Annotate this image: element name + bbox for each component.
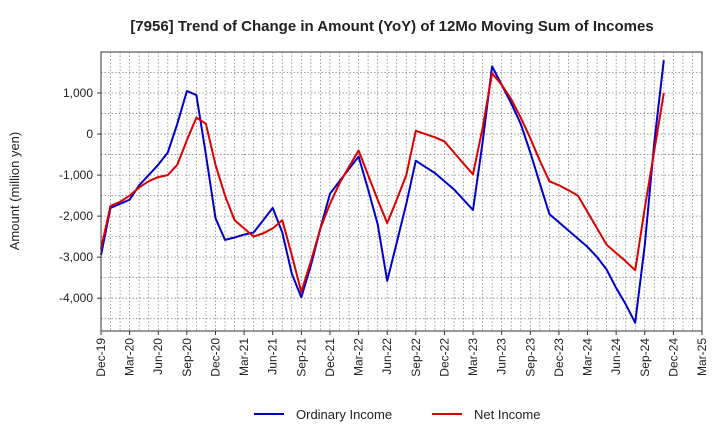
chart-title: [7956] Trend of Change in Amount (YoY) o…: [130, 18, 653, 35]
x-tick-label: Sep-24: [638, 338, 652, 377]
plot-border: [100, 51, 703, 332]
x-tick-label: Sep-20: [180, 338, 194, 377]
x-axis-ticks: Dec-19 Mar-20 Jun-20 Sep-20 Dec-20 Mar-21 Jun-…: [94, 331, 709, 377]
x-tick-label: Jun-22: [380, 338, 394, 375]
x-tick-label: Dec-21: [323, 338, 337, 377]
legend: Ordinary Income Net Income: [254, 407, 540, 422]
x-tick-label: Jun-21: [266, 338, 280, 375]
y-tick-label: -3,000: [59, 250, 93, 264]
x-tick-label: Dec-20: [208, 338, 222, 377]
y-tick-label: 1,000: [63, 86, 93, 100]
series-line-ordinary-income: [100, 60, 665, 324]
x-tick-label: Sep-21: [294, 338, 308, 377]
x-tick-label: Jun-20: [151, 338, 165, 375]
x-tick-label: Dec-23: [552, 338, 566, 377]
x-tick-label: Mar-20: [123, 338, 137, 376]
y-tick-label: -1,000: [59, 168, 93, 182]
x-tick-label: Dec-22: [437, 338, 451, 377]
x-tick-label: Mar-21: [237, 338, 251, 376]
x-tick-label: Mar-25: [695, 338, 709, 376]
plot-area: [100, 51, 703, 332]
x-tick-label: Dec-19: [94, 338, 108, 377]
y-tick-label: -4,000: [59, 291, 93, 305]
y-axis-ticks: 1,000 0 -1,000 -2,000 -3,000 -4,000: [59, 86, 101, 305]
y-tick-label: -2,000: [59, 209, 93, 223]
series-lines: [100, 60, 665, 324]
x-tick-label: Jun-23: [495, 338, 509, 375]
x-tick-label: Sep-22: [409, 338, 423, 377]
legend-label: Ordinary Income: [296, 407, 392, 422]
x-tick-label: Jun-24: [609, 338, 623, 375]
series-line-net-income: [100, 72, 665, 293]
x-tick-label: Dec-24: [666, 338, 680, 377]
x-tick-label: Sep-23: [523, 338, 537, 377]
y-axis-label: Amount (million yen): [7, 132, 22, 251]
x-tick-label: Mar-23: [466, 338, 480, 376]
legend-label: Net Income: [474, 407, 540, 422]
x-tick-label: Mar-24: [581, 338, 595, 376]
y-tick-label: 0: [86, 127, 93, 141]
grid-lines: [101, 52, 702, 331]
x-tick-label: Mar-22: [352, 338, 366, 376]
